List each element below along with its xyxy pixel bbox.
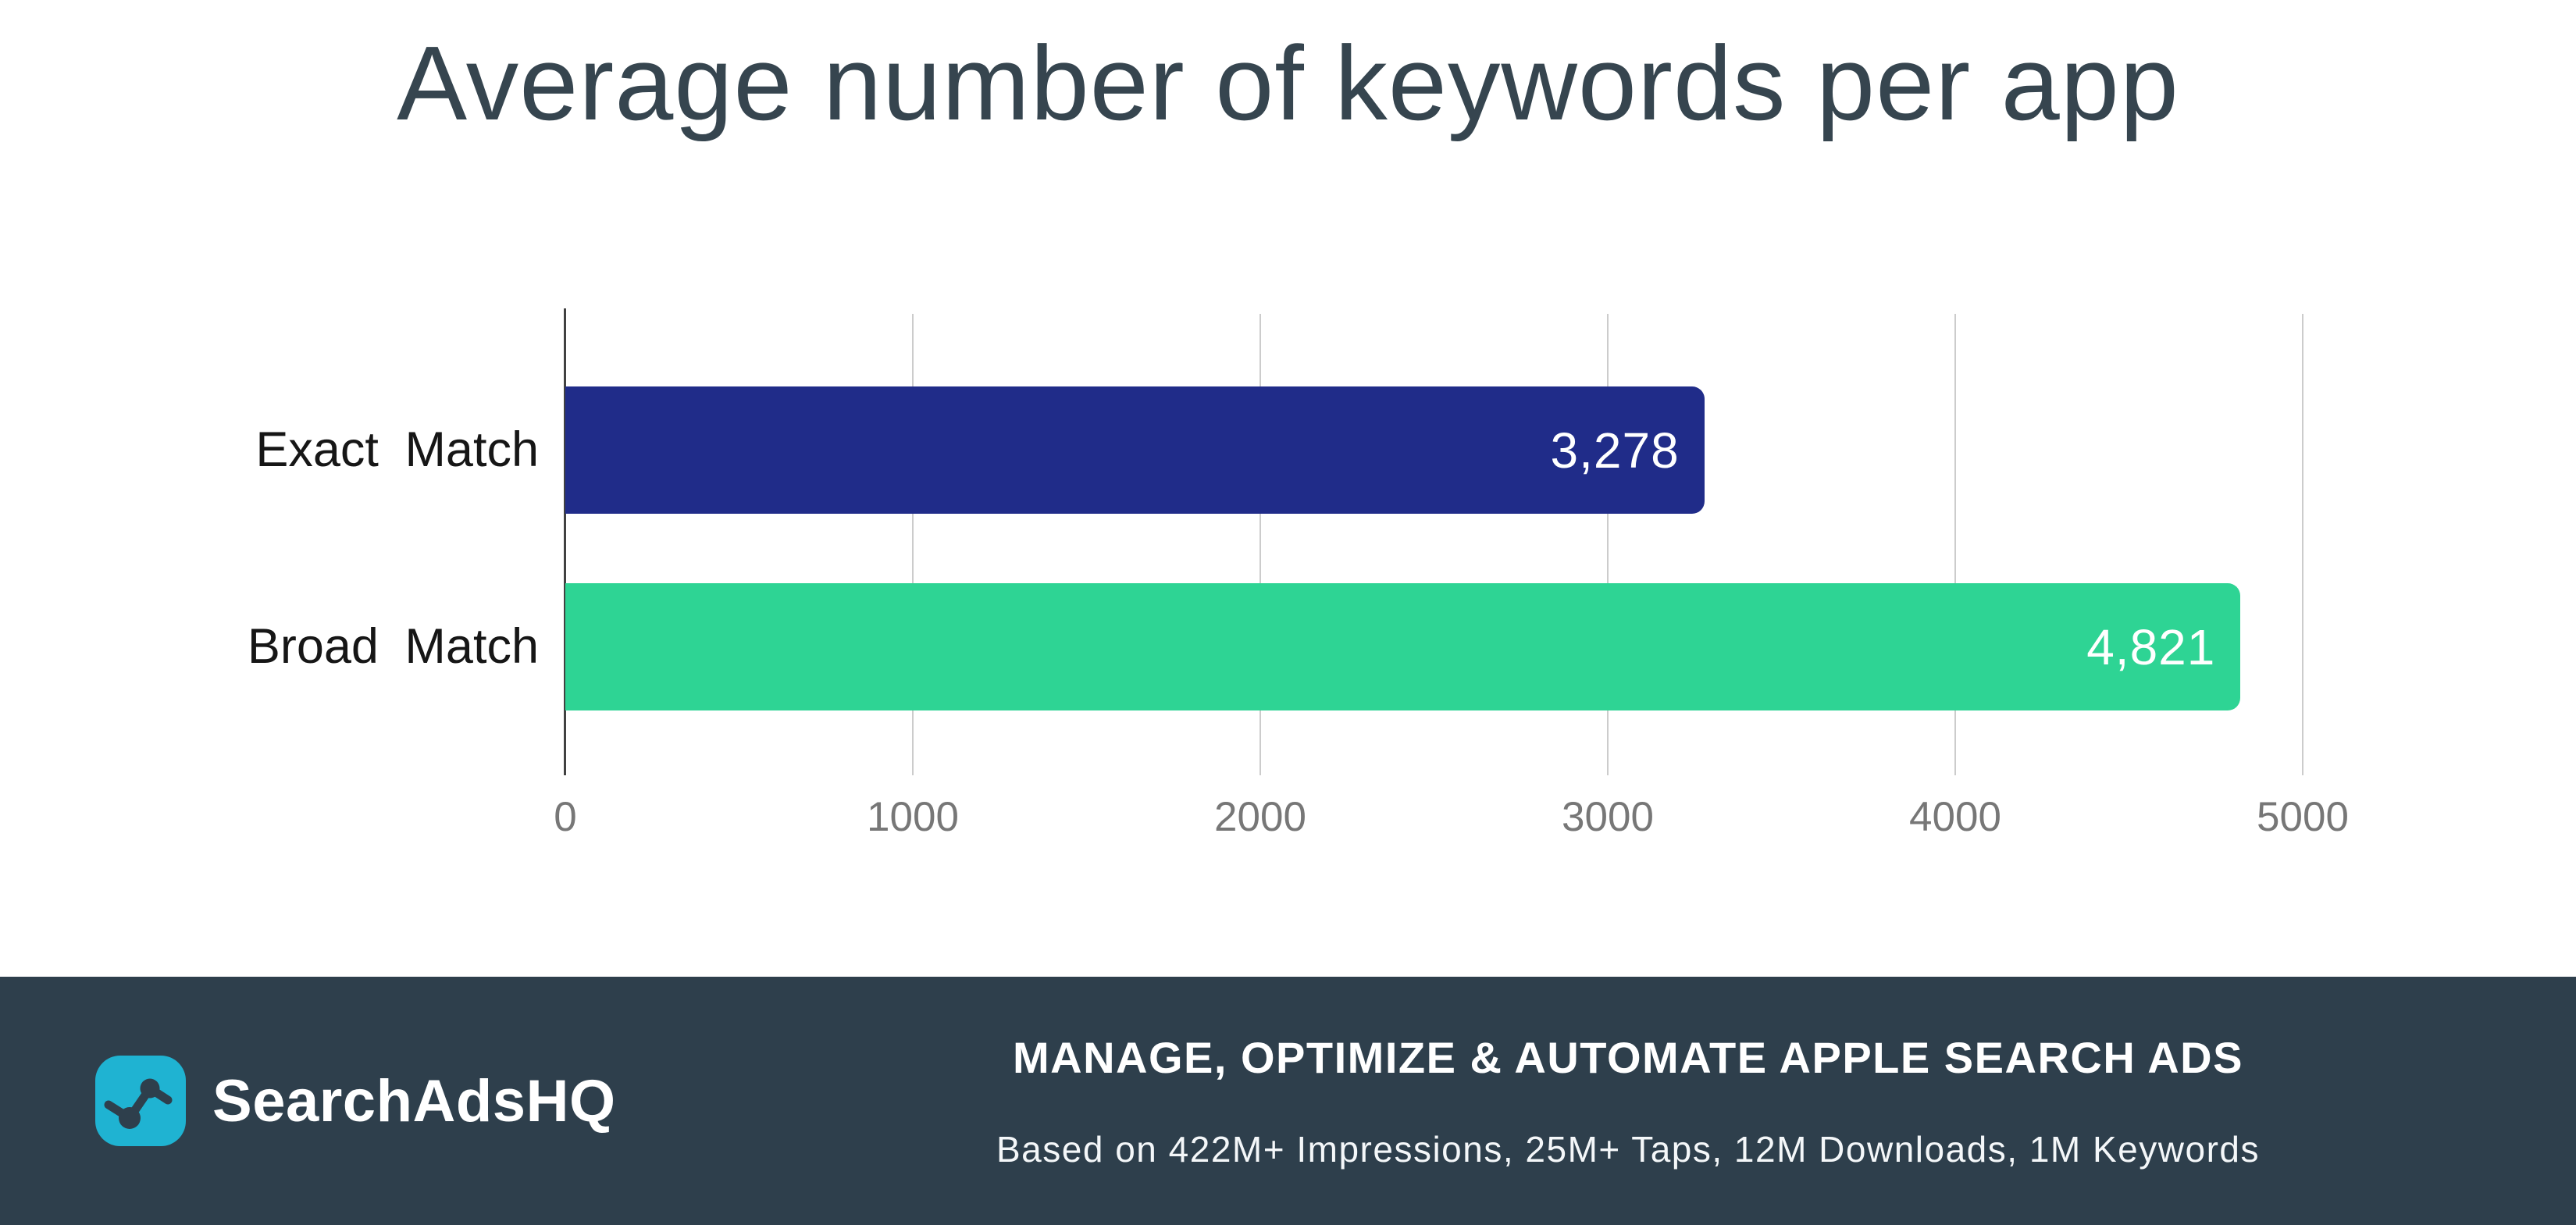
- bar-value-label: 4,821: [2086, 618, 2216, 675]
- gridline-x-2000: [1259, 314, 1261, 775]
- category-label-broad-match: Broad Match: [247, 619, 539, 674]
- x-tick-label: 2000: [1214, 794, 1306, 840]
- y-axis-baseline: [564, 308, 566, 775]
- x-tick-label: 0: [554, 794, 577, 840]
- bar-exact-match: 3,278: [565, 386, 1705, 514]
- category-label-exact-match: Exact Match: [255, 422, 539, 477]
- brand-name: SearchAdsHQ: [212, 1067, 616, 1134]
- category-axis-labels: Exact Match Broad Match: [0, 314, 539, 775]
- gridline-x-5000: [2302, 314, 2303, 775]
- gridline-x-3000: [1607, 314, 1609, 775]
- gridline-x-4000: [1954, 314, 1956, 775]
- gridline-x-1000: [912, 314, 914, 775]
- plot-area: 3,278 4,821: [565, 314, 2303, 775]
- bar-value-label: 3,278: [1550, 422, 1680, 479]
- footer-text-block: MANAGE, OPTIMIZE & AUTOMATE APPLE SEARCH…: [929, 977, 2327, 1225]
- brand-block: SearchAdsHQ: [95, 977, 616, 1225]
- bar-broad-match: 4,821: [565, 583, 2241, 710]
- chart-title: Average number of keywords per app: [397, 24, 2179, 142]
- footer-subline: Based on 422M+ Impressions, 25M+ Taps, 1…: [996, 1128, 2260, 1170]
- line-chart-icon: [95, 1056, 186, 1146]
- x-tick-label: 4000: [1909, 794, 2001, 840]
- x-axis-tick-labels: 0 1000 2000 3000 4000 5000: [554, 793, 2349, 848]
- x-tick-label: 3000: [1562, 794, 1654, 840]
- footer-headline: MANAGE, OPTIMIZE & AUTOMATE APPLE SEARCH…: [1013, 1032, 2243, 1082]
- x-tick-label: 5000: [2257, 794, 2349, 840]
- x-tick-label: 1000: [867, 794, 959, 840]
- footer-banner: SearchAdsHQ MANAGE, OPTIMIZE & AUTOMATE …: [0, 977, 2576, 1225]
